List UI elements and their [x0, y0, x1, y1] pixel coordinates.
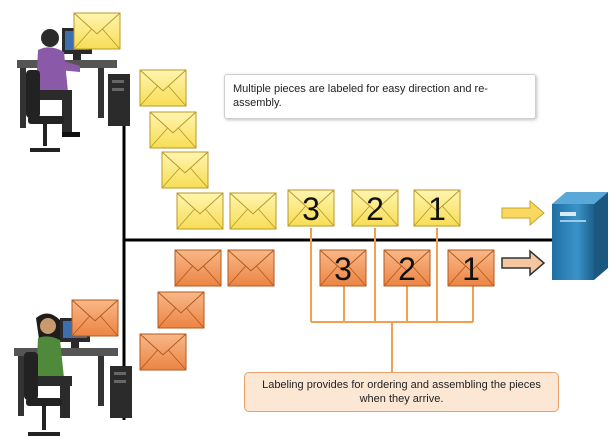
label-connector-lines — [310, 228, 474, 372]
orange-envelope-2-icon-number: 2 — [398, 251, 416, 287]
yellow-envelope-1-icon-number: 1 — [428, 191, 446, 227]
orange-envelope-1-icon-number: 1 — [462, 251, 480, 287]
yellow-envelope-3-icon: 3 — [287, 189, 335, 227]
callout-top: Multiple pieces are labeled for easy dir… — [224, 74, 536, 119]
orange-envelope-3-icon-number: 3 — [334, 251, 352, 287]
orange-envelope-icon — [139, 333, 187, 371]
orange-envelope-1-icon: 1 — [447, 249, 495, 287]
callout-bottom-text: Labeling provides for ordering and assem… — [262, 379, 541, 405]
yellow-envelope-icon — [161, 151, 209, 189]
yellow-arrow-icon — [501, 199, 545, 227]
yellow-envelope-1-icon: 1 — [413, 189, 461, 227]
yellow-envelope-2-icon-number: 2 — [366, 191, 384, 227]
orange-envelope-icon — [174, 249, 222, 287]
woman-at-computer-icon — [14, 313, 132, 436]
envelopes-layer: 3 2 13 2 1 — [71, 12, 495, 371]
network-lines — [122, 90, 552, 420]
server-icon — [552, 192, 608, 280]
orange-envelope-3-icon: 3 — [319, 249, 367, 287]
orange-arrow-icon — [501, 249, 546, 277]
orange-envelope-icon — [157, 291, 205, 329]
yellow-envelope-icon — [149, 111, 197, 149]
yellow-envelope-icon — [176, 192, 224, 230]
callout-top-text: Multiple pieces are labeled for easy dir… — [233, 83, 488, 109]
yellow-envelope-3-icon-number: 3 — [302, 191, 320, 227]
orange-envelope-icon — [71, 299, 119, 337]
orange-envelope-2-icon: 2 — [383, 249, 431, 287]
yellow-envelope-icon — [139, 69, 187, 107]
yellow-envelope-icon — [229, 192, 277, 230]
orange-envelope-icon — [227, 249, 275, 287]
yellow-envelope-2-icon: 2 — [351, 189, 399, 227]
yellow-envelope-icon — [73, 12, 121, 50]
callout-bottom: Labeling provides for ordering and assem… — [244, 372, 559, 412]
man-at-computer-icon — [17, 28, 130, 152]
